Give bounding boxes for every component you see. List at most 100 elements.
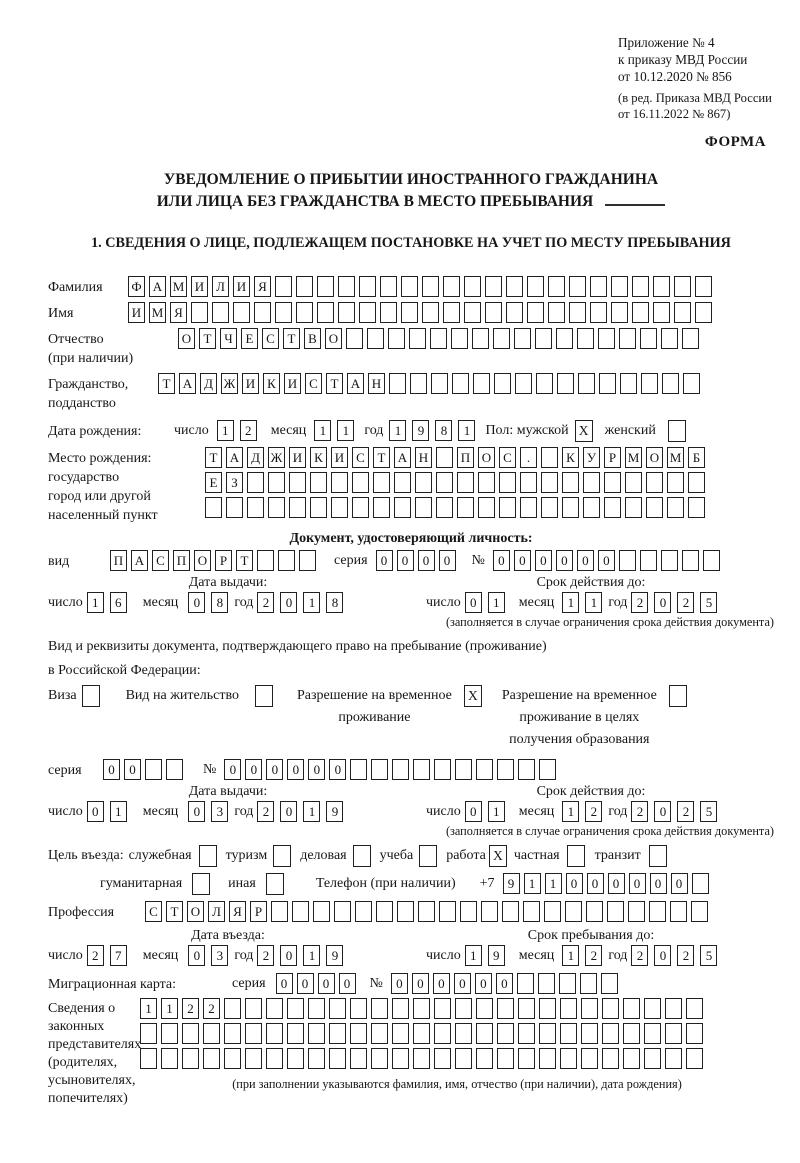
char-cell[interactable] — [289, 497, 306, 518]
char-cell[interactable]: 2 — [86, 945, 104, 966]
char-cell[interactable] — [600, 973, 618, 994]
char-cell[interactable] — [245, 1048, 262, 1069]
char-cell[interactable] — [439, 901, 456, 922]
char-cell[interactable]: А — [179, 373, 196, 394]
char-cell[interactable] — [257, 550, 274, 571]
char-cell[interactable]: И — [191, 276, 208, 297]
char-cell[interactable] — [644, 998, 661, 1019]
char-cell[interactable]: 0 — [280, 801, 298, 822]
char-cell[interactable] — [182, 1023, 199, 1044]
char-cell[interactable] — [497, 1048, 514, 1069]
char-cell[interactable] — [292, 901, 309, 922]
char-cell[interactable]: 0 — [188, 592, 206, 613]
char-cell[interactable] — [436, 447, 453, 468]
char-cell[interactable]: 1 — [544, 873, 562, 894]
checkbox-female[interactable] — [667, 420, 686, 442]
representatives-row-3[interactable] — [140, 1048, 774, 1069]
char-cell[interactable]: Б — [688, 447, 705, 468]
char-cell[interactable]: И — [289, 447, 306, 468]
char-cell[interactable]: 0 — [188, 945, 206, 966]
char-cell[interactable] — [660, 550, 678, 571]
char-cell[interactable]: Т — [326, 373, 343, 394]
char-cell[interactable] — [527, 302, 544, 323]
char-cell[interactable] — [266, 998, 283, 1019]
char-cell[interactable] — [523, 901, 540, 922]
char-cell[interactable] — [499, 472, 516, 493]
char-cell[interactable] — [581, 998, 598, 1019]
char-cell[interactable]: 9 — [412, 420, 430, 441]
char-cell[interactable] — [161, 1048, 178, 1069]
char-cell[interactable] — [245, 998, 262, 1019]
char-cell[interactable] — [702, 550, 720, 571]
char-cell[interactable]: 2 — [203, 998, 220, 1019]
char-cell[interactable] — [452, 373, 469, 394]
char-cell[interactable]: 0 — [338, 973, 356, 994]
char-cell[interactable]: 3 — [211, 945, 229, 966]
char-cell[interactable] — [233, 302, 250, 323]
char-cell[interactable] — [268, 497, 285, 518]
char-cell[interactable]: 9 — [487, 945, 505, 966]
char-cell[interactable] — [653, 276, 670, 297]
char-cell[interactable]: 0 — [607, 873, 625, 894]
char-cell[interactable] — [565, 901, 582, 922]
char-cell[interactable]: 0 — [124, 759, 141, 780]
char-cell[interactable] — [350, 759, 368, 780]
char-cell[interactable]: 0 — [453, 973, 471, 994]
char-cell[interactable] — [557, 373, 574, 394]
char-cell[interactable] — [476, 998, 493, 1019]
char-cell[interactable] — [329, 998, 346, 1019]
char-cell[interactable]: 1 — [458, 420, 476, 441]
char-cell[interactable] — [457, 497, 474, 518]
char-cell[interactable]: З — [226, 472, 243, 493]
char-cell[interactable]: 0 — [86, 801, 104, 822]
char-cell[interactable] — [674, 302, 691, 323]
char-cell[interactable]: 2 — [257, 945, 275, 966]
char-cell[interactable] — [497, 998, 514, 1019]
char-cell[interactable] — [418, 901, 435, 922]
char-cell[interactable] — [317, 276, 334, 297]
char-cell[interactable] — [373, 472, 390, 493]
char-cell[interactable] — [350, 1023, 367, 1044]
representatives-row-2[interactable] — [140, 1023, 774, 1044]
char-cell[interactable]: 0 — [534, 550, 552, 571]
char-cell[interactable] — [556, 328, 573, 349]
char-cell[interactable]: 0 — [628, 873, 646, 894]
char-cell[interactable]: 0 — [417, 550, 435, 571]
char-cell[interactable] — [581, 1048, 598, 1069]
char-cell[interactable] — [367, 328, 384, 349]
char-cell[interactable]: 2 — [677, 592, 695, 613]
char-cell[interactable] — [527, 276, 544, 297]
char-cell[interactable]: Ж — [268, 447, 285, 468]
char-cell[interactable] — [481, 901, 498, 922]
char-cell[interactable]: 2 — [585, 945, 603, 966]
char-cell[interactable]: О — [178, 328, 195, 349]
char-cell[interactable]: 5 — [700, 592, 718, 613]
char-cell[interactable] — [317, 302, 334, 323]
char-cell[interactable] — [499, 497, 516, 518]
char-cell[interactable] — [625, 472, 642, 493]
char-cell[interactable]: 0 — [576, 550, 594, 571]
checkbox-private[interactable] — [566, 845, 585, 867]
char-cell[interactable]: Ж — [221, 373, 238, 394]
char-cell[interactable] — [665, 1023, 682, 1044]
char-cell[interactable]: С — [262, 328, 279, 349]
char-cell[interactable]: К — [263, 373, 280, 394]
char-cell[interactable] — [203, 1048, 220, 1069]
char-cell[interactable] — [493, 328, 510, 349]
char-cell[interactable] — [514, 328, 531, 349]
char-cell[interactable]: 0 — [495, 973, 513, 994]
char-cell[interactable] — [688, 472, 705, 493]
char-cell[interactable] — [329, 1048, 346, 1069]
char-cell[interactable] — [434, 998, 451, 1019]
char-cell[interactable]: 1 — [303, 801, 321, 822]
char-cell[interactable]: 0 — [654, 592, 672, 613]
char-cell[interactable] — [569, 302, 586, 323]
char-cell[interactable]: Р — [250, 901, 267, 922]
char-cell[interactable]: 6 — [109, 592, 127, 613]
char-cell[interactable] — [455, 998, 472, 1019]
